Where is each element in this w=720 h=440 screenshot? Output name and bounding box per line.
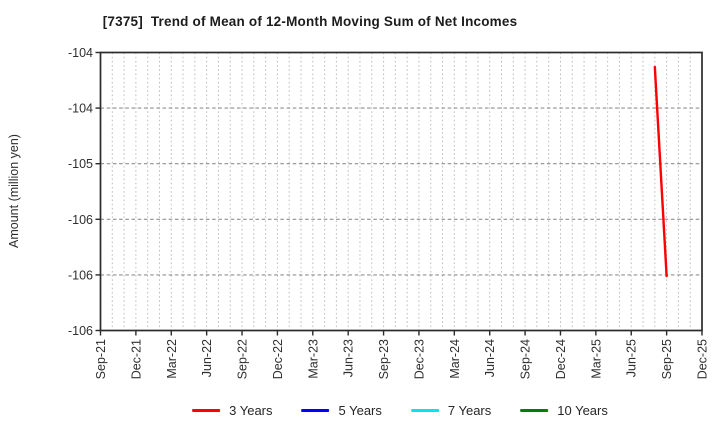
x-tick-label: Mar-25	[589, 339, 603, 379]
x-tick-label: Jun-24	[483, 339, 497, 377]
x-tick-label: Dec-22	[271, 339, 285, 379]
y-tick-label: -106	[68, 213, 93, 227]
series-line-3-years	[653, 65, 668, 278]
legend-label: 10 Years	[557, 403, 608, 418]
x-tick-label: Dec-21	[129, 339, 143, 379]
legend-item-5-years: 5 Years	[301, 403, 382, 418]
legend-line-swatch	[520, 409, 549, 412]
legend-label: 5 Years	[338, 403, 382, 418]
x-tick-label: Jun-25	[625, 339, 639, 377]
chart-title: [7375] Trend of Mean of 12-Month Moving …	[102, 14, 518, 29]
x-tick-label: Jun-22	[200, 339, 214, 377]
legend: 3 Years 5 Years 7 Years 10 Years	[192, 403, 608, 418]
x-tick-label: Jun-23	[342, 339, 356, 377]
x-tick-label: Sep-24	[519, 339, 533, 379]
x-tick-label: Mar-23	[306, 339, 320, 379]
x-tick-label: Sep-22	[236, 339, 250, 379]
x-tick-label: Sep-21	[94, 339, 108, 379]
x-tick-label: Mar-24	[448, 339, 462, 379]
x-tick-label: Sep-25	[660, 339, 674, 379]
x-tick-label: Dec-25	[696, 339, 710, 379]
y-tick-label: -106	[68, 324, 93, 338]
y-tick-label: -106	[68, 268, 93, 282]
x-tick-label: Dec-23	[412, 339, 426, 379]
y-tick-label: -104	[68, 46, 93, 60]
legend-item-7-years: 7 Years	[410, 403, 492, 418]
x-tick-label: Mar-22	[165, 339, 179, 379]
y-tick-label: -104	[68, 102, 93, 116]
legend-line-swatch	[410, 409, 439, 412]
y-tick-label: -105	[68, 157, 93, 171]
legend-label: 3 Years	[229, 403, 273, 418]
legend-line-swatch	[301, 409, 330, 412]
plot-border	[99, 51, 703, 332]
x-tick-label: Sep-23	[377, 339, 391, 379]
legend-line-swatch	[192, 409, 221, 412]
x-tick-label: Dec-24	[554, 339, 568, 379]
legend-label: 7 Years	[447, 403, 492, 418]
legend-item-10-years: 10 Years	[520, 403, 608, 418]
legend-item-3-years: 3 Years	[192, 403, 273, 418]
